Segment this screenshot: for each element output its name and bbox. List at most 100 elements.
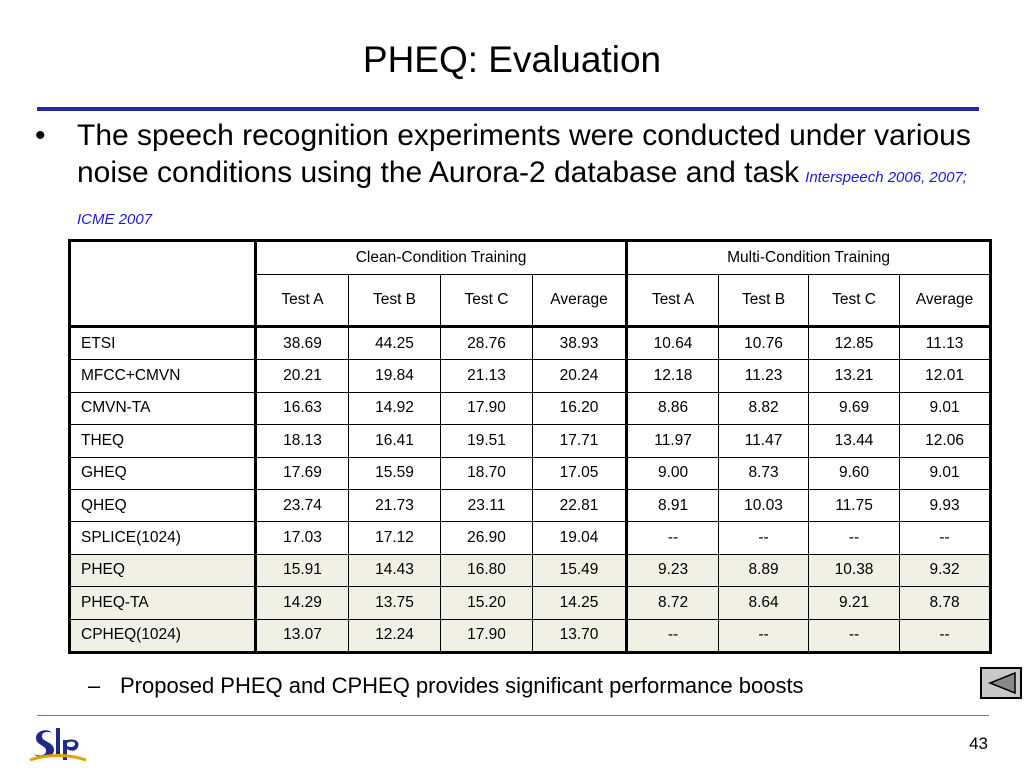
row-label: PHEQ-TA (68, 586, 257, 620)
table-cell: 11.75 (808, 488, 901, 523)
table-cell: 8.78 (899, 586, 993, 620)
table-cell: 9.23 (626, 553, 720, 588)
table-cell: 13.44 (808, 424, 901, 458)
table-row: ETSI 38.69 44.25 28.76 38.93 10.64 10.76 12.85 1… (68, 325, 993, 361)
table-cell: 9.01 (899, 456, 993, 490)
slp-logo (29, 728, 87, 762)
table-cell: 26.90 (440, 521, 533, 555)
column-header: Average (531, 274, 629, 328)
table-cell: 22.81 (531, 488, 629, 523)
table-cell: 9.21 (808, 586, 901, 620)
table-cell: 12.18 (626, 359, 720, 393)
row-label: ETSI (68, 325, 257, 361)
table-cell: 8.91 (626, 488, 720, 523)
table-cell: 44.25 (348, 325, 441, 361)
table-cell: 8.64 (718, 586, 810, 620)
table-cell: 12.85 (808, 325, 901, 361)
bullet-dot-icon: • (35, 119, 46, 152)
citation: Interspeech 2006, 2007; ICME 2007 (77, 169, 967, 228)
table-row: PHEQ-TA 14.29 13.75 15.20 14.25 8.72 8.64 9.21 8… (68, 586, 993, 620)
table-cell: 9.32 (899, 553, 993, 588)
table-cell: -- (626, 618, 720, 654)
column-header: Test B (348, 274, 441, 328)
table-cell: -- (718, 618, 810, 654)
table-row: CMVN-TA 16.63 14.92 17.90 16.20 8.86 8.82 9.69 9… (68, 391, 993, 426)
table-cell: 13.21 (808, 359, 901, 393)
table-cell: 19.04 (531, 521, 629, 555)
table-cell: 21.73 (348, 488, 441, 523)
table-cell: 17.69 (255, 456, 349, 490)
table-cell: 15.59 (348, 456, 441, 490)
group-header-multi: Multi-Condition Training (626, 239, 993, 275)
column-header: Test A (626, 274, 720, 328)
results-table: Clean-Condition Training Multi-Condition… (68, 239, 993, 654)
table-cell: 11.23 (718, 359, 810, 393)
column-header: Test A (255, 274, 349, 328)
table-cell: 8.86 (626, 391, 720, 426)
table-cell: 13.70 (531, 618, 629, 654)
row-label: PHEQ (68, 553, 257, 588)
table-cell: 16.80 (440, 553, 533, 588)
table-cell: 9.60 (808, 456, 901, 490)
slide-title: PHEQ: Evaluation (362, 39, 662, 80)
table-cell: 8.73 (718, 456, 810, 490)
table-cell: 16.20 (531, 391, 629, 426)
table-cell: 10.76 (718, 325, 810, 361)
table-cell: -- (626, 521, 720, 555)
table-cell: 17.71 (531, 424, 629, 458)
table-cell: 15.20 (440, 586, 533, 620)
table-cell: 17.90 (440, 391, 533, 426)
column-header: Test C (440, 274, 533, 328)
table-cell: 18.70 (440, 456, 533, 490)
table-cell: 9.00 (626, 456, 720, 490)
table-cell: 14.25 (531, 586, 629, 620)
table-row: SPLICE(1024) 17.03 17.12 26.90 19.04 -- -- -- -- (68, 521, 993, 555)
table-cell: 12.06 (899, 424, 993, 458)
table-cell: 17.90 (440, 618, 533, 654)
table-cell: 11.47 (718, 424, 810, 458)
table-cell: 13.07 (255, 618, 349, 654)
sub-bullet-text: Proposed PHEQ and CPHEQ provides signifi… (120, 673, 804, 698)
table-cell: 28.76 (440, 325, 533, 361)
triangle-left-icon (987, 671, 1016, 695)
table-cell: 17.03 (255, 521, 349, 555)
table-cell: 23.74 (255, 488, 349, 523)
footer-divider (37, 715, 989, 716)
table-cell: 38.69 (255, 325, 349, 361)
table-cell: 9.69 (808, 391, 901, 426)
row-label: MFCC+CMVN (68, 359, 257, 393)
table-cell: 12.01 (899, 359, 993, 393)
row-label: CPHEQ(1024) (68, 618, 257, 654)
table-cell: 19.51 (440, 424, 533, 458)
table-row: MFCC+CMVN 20.21 19.84 21.13 20.24 12.18 11.23 1… (68, 359, 993, 393)
table-row: THEQ 18.13 16.41 19.51 17.71 11.97 11.47 13.44 1… (68, 424, 993, 458)
table-row: QHEQ 23.74 21.73 23.11 22.81 8.91 10.03 11.75 9.… (68, 488, 993, 523)
table-cell: 14.29 (255, 586, 349, 620)
table-cell: -- (899, 521, 993, 555)
bullet-text-wrap: The speech recognition experiments were … (77, 117, 995, 238)
column-header: Test C (808, 274, 901, 328)
sub-bullet-dash: – (88, 673, 101, 698)
group-header-clean: Clean-Condition Training (254, 239, 629, 275)
table-cell: -- (899, 618, 993, 654)
table-cell: -- (808, 618, 901, 654)
table-cell: 15.49 (531, 553, 629, 588)
previous-slide-button[interactable] (980, 667, 1022, 699)
table-cell: 21.13 (440, 359, 533, 393)
table-cell: 38.93 (531, 325, 629, 361)
table-cell: -- (718, 521, 810, 555)
title-divider (37, 107, 979, 111)
table-cell: 9.93 (899, 488, 993, 523)
table-cell: 17.05 (531, 456, 629, 490)
row-label: QHEQ (68, 488, 257, 523)
page-number: 43 (969, 734, 988, 753)
table-cell: 23.11 (440, 488, 533, 523)
table-cell: 18.13 (255, 424, 349, 458)
table-cell: 11.97 (626, 424, 720, 458)
table-row: CPHEQ(1024) 13.07 12.24 17.90 13.70 -- -- -- -- (68, 618, 993, 654)
table-cell: 9.01 (899, 391, 993, 426)
row-label: CMVN-TA (68, 391, 257, 426)
row-label: SPLICE(1024) (68, 521, 257, 555)
table-cell: 14.92 (348, 391, 441, 426)
corner-cell (68, 239, 257, 328)
